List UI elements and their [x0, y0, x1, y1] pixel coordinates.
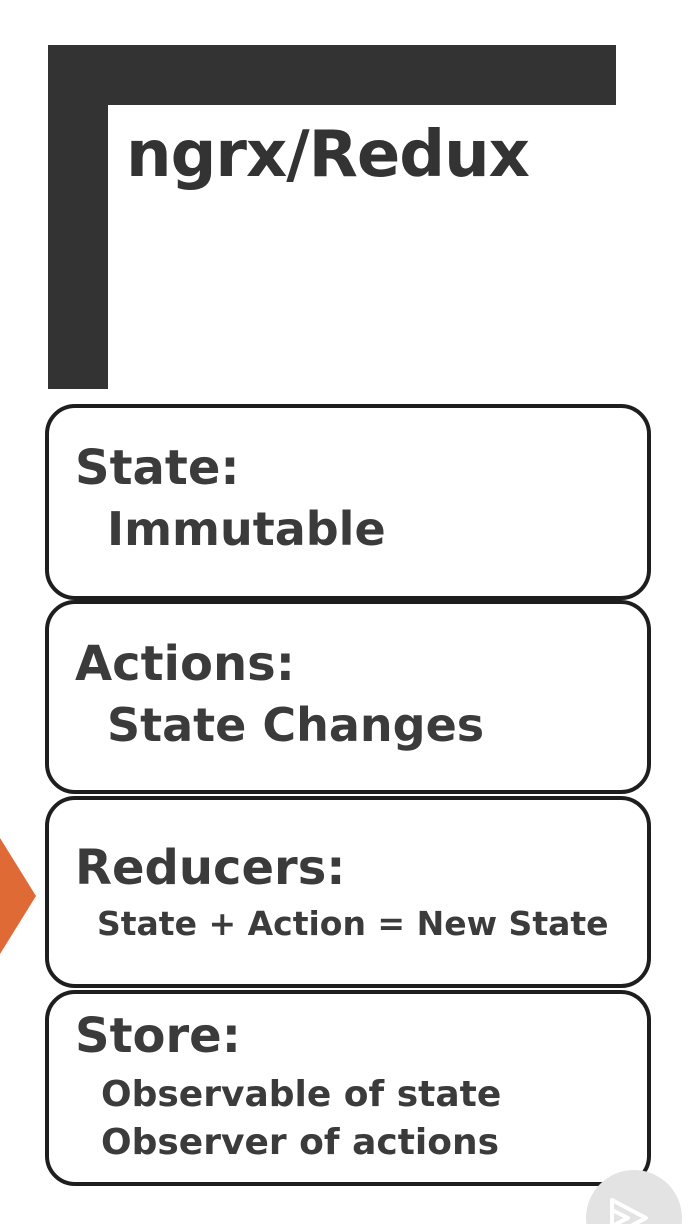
reducers-description: State + Action = New State	[97, 904, 609, 943]
store-card: Store: Observable of state Observer of a…	[45, 990, 651, 1186]
state-description: Immutable	[107, 502, 386, 556]
reducers-heading: Reducers:	[75, 840, 346, 896]
store-description-observer: Observer of actions	[101, 1122, 500, 1163]
arrow-right-icon	[0, 838, 36, 954]
slide-title: ngrx/Redux	[126, 118, 530, 192]
title-bracket-top	[48, 45, 616, 105]
state-card: State: Immutable	[45, 404, 651, 600]
actions-description: State Changes	[107, 698, 485, 752]
reducers-card: Reducers: State + Action = New State	[45, 796, 651, 988]
actions-card: Actions: State Changes	[45, 600, 651, 794]
state-heading: State:	[75, 440, 240, 496]
actions-heading: Actions:	[75, 636, 295, 692]
title-bracket-left	[48, 45, 108, 389]
store-description-observable: Observable of state	[101, 1074, 502, 1115]
store-heading: Store:	[75, 1008, 241, 1064]
